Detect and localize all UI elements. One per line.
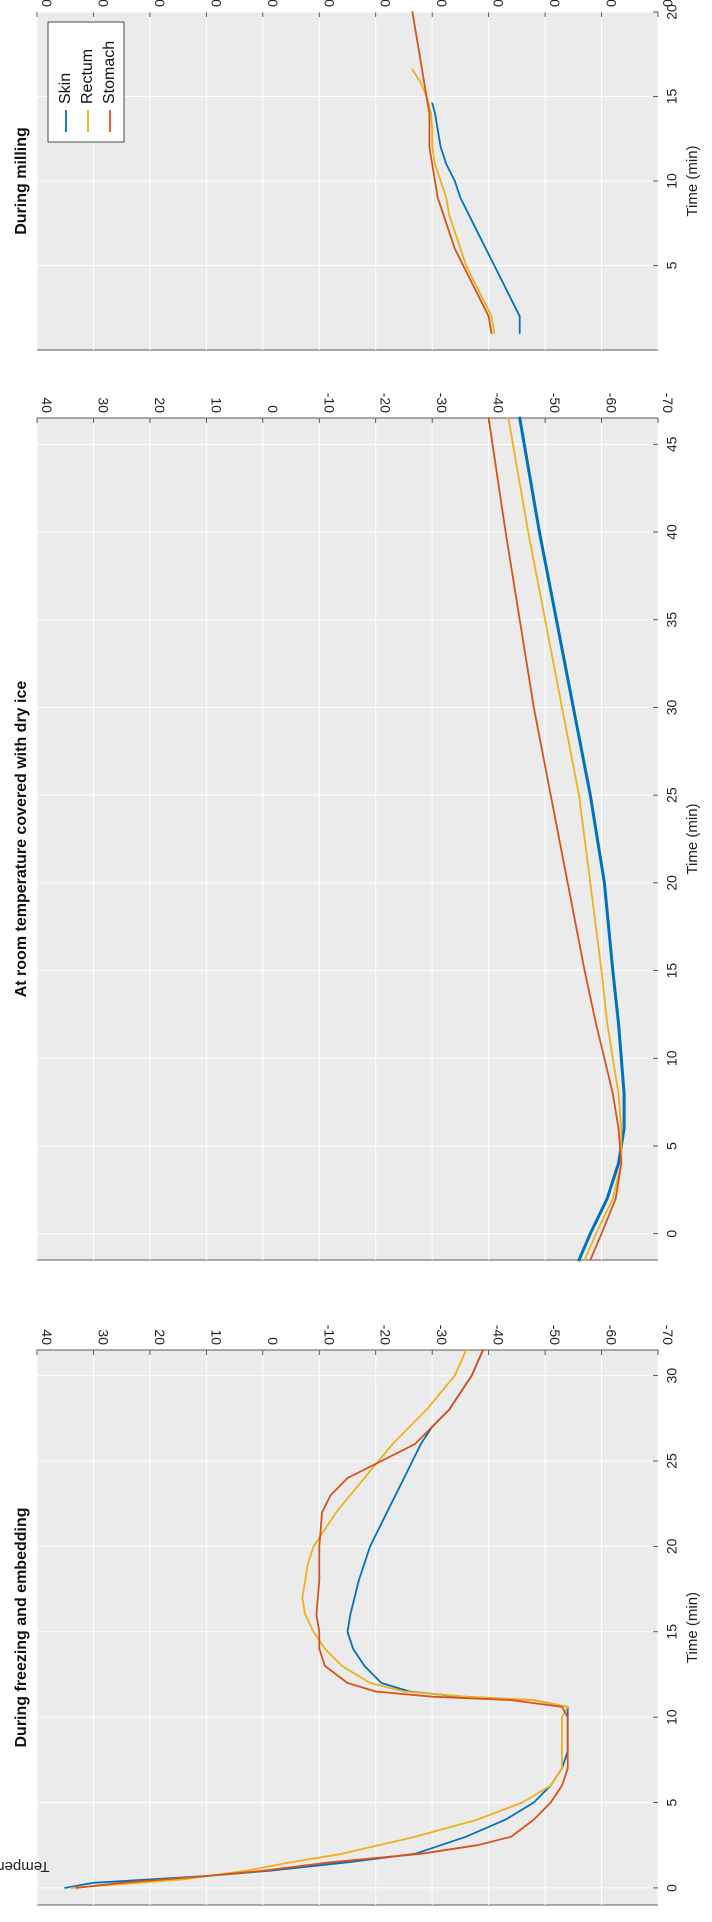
chart-title: During freezing and embedding	[13, 1507, 30, 1747]
y-tick-label: -60	[604, 0, 620, 7]
y-tick-label: 10	[208, 1329, 224, 1345]
x-tick-label: 10	[663, 1709, 679, 1725]
chart-panel-1: 40 30 20 10 0 -10 -20 -30 -40 -50 -60 -70 0 5 10 15 20 25…	[13, 1325, 701, 1906]
y-tick-label: -70	[660, 0, 676, 7]
x-tick-label: 20	[663, 4, 679, 20]
chart-title: At room temperature covered with dry ice	[13, 681, 30, 998]
y-tick-label: 10	[208, 0, 224, 7]
y-tick-label: 20	[152, 0, 168, 7]
y-tick-label: -50	[547, 1325, 563, 1345]
plot-area	[36, 417, 659, 1261]
legend-label-rectum: Rectum	[79, 49, 96, 104]
x-tick-label: 25	[663, 1453, 679, 1469]
y-tick-label: -70	[660, 393, 676, 413]
y-tick-label: 30	[95, 397, 111, 413]
y-tick-label: 10	[208, 397, 224, 413]
y-tick-label: 30	[95, 1329, 111, 1345]
x-tick-label: 20	[663, 875, 679, 891]
x-tick-label: 5	[663, 1142, 679, 1150]
series-line-stomach	[75, 1349, 569, 1889]
x-tick-label: 30	[663, 699, 679, 715]
y-tick-label: 20	[152, 397, 168, 413]
legend-label-skin: Skin	[57, 73, 74, 104]
x-tick-label: 10	[663, 173, 679, 189]
y-tick-label: -50	[547, 0, 563, 7]
y-tick-label: -60	[604, 393, 620, 413]
x-tick-label: 0	[663, 1230, 679, 1238]
series-line-skin	[518, 416, 626, 1262]
y-tick-label: -50	[547, 393, 563, 413]
y-tick-label: -60	[604, 1325, 620, 1345]
y-tick-label: -30	[434, 393, 450, 413]
y-tick-label: -10	[321, 0, 337, 7]
x-axis-label: Time (min)	[684, 803, 701, 874]
y-tick-label: -40	[491, 1325, 507, 1345]
x-tick-label: 40	[663, 524, 679, 540]
chart-panel-2: 40 30 20 10 0 -10 -20 -30 -40 -50 -60 -70 0 5 10 15 20 25…	[13, 393, 701, 1262]
chart-title: During milling	[13, 127, 30, 235]
y-tick-label: -10	[321, 1325, 337, 1345]
y-tick-label: -20	[378, 1325, 394, 1345]
y-tick-label: -20	[378, 393, 394, 413]
x-tick-label: 15	[663, 1624, 679, 1640]
x-tick-label: 20	[663, 1538, 679, 1554]
y-tick-label: -40	[491, 0, 507, 7]
y-tick-label: -20	[378, 0, 394, 7]
chart-panel-3: 40 30 20 10 0 -10 -20 -30 -40 -50 -60 -70 5 10 15 20 Tim…	[13, 0, 701, 351]
y-tick-label: -10	[321, 393, 337, 413]
legend: Skin Rectum Stomach	[47, 21, 125, 143]
x-axis-label: Time (min)	[684, 1592, 701, 1663]
x-tick-label: 30	[663, 1368, 679, 1384]
legend-box	[47, 21, 125, 143]
x-tick-label: 15	[663, 963, 679, 979]
series-line-rectum	[507, 417, 623, 1261]
x-tick-label: 5	[663, 261, 679, 269]
x-tick-label: 0	[663, 1884, 679, 1892]
panels: 40 30 20 10 0 -10 -20 -30 -40 -50 -60 -70 0 5 10 15 20 25…	[13, 0, 701, 1906]
x-tick-label: 25	[663, 787, 679, 803]
series-line-skin	[431, 102, 521, 334]
y-tick-label: 40	[39, 0, 55, 7]
y-tick-label: 0	[265, 405, 281, 413]
x-tick-label: 15	[663, 89, 679, 105]
y-tick-label: 0	[265, 1337, 281, 1345]
series-line-stomach	[487, 417, 623, 1261]
y-tick-label: 0	[265, 0, 281, 7]
x-tick-label: 5	[663, 1798, 679, 1806]
y-tick-label: -30	[434, 1325, 450, 1345]
y-tick-label: -40	[491, 393, 507, 413]
series-line-rectum	[70, 1349, 569, 1889]
y-tick-label: -30	[434, 0, 450, 7]
y-tick-label: -70	[660, 1325, 676, 1345]
series-line-stomach	[411, 11, 493, 334]
y-tick-label: 40	[39, 1329, 55, 1345]
x-axis-label: Time (min)	[684, 145, 701, 216]
x-tick-label: 45	[663, 436, 679, 452]
legend-label-stomach: Stomach	[101, 41, 118, 104]
y-tick-label: 20	[152, 1329, 168, 1345]
x-tick-label: 10	[663, 1050, 679, 1066]
y-tick-label: 30	[95, 0, 111, 7]
y-axis-label: Temperature (°C)	[0, 1858, 50, 1875]
x-tick-label: 35	[663, 612, 679, 628]
series-line-rectum	[411, 68, 496, 334]
y-tick-label: 40	[39, 397, 55, 413]
